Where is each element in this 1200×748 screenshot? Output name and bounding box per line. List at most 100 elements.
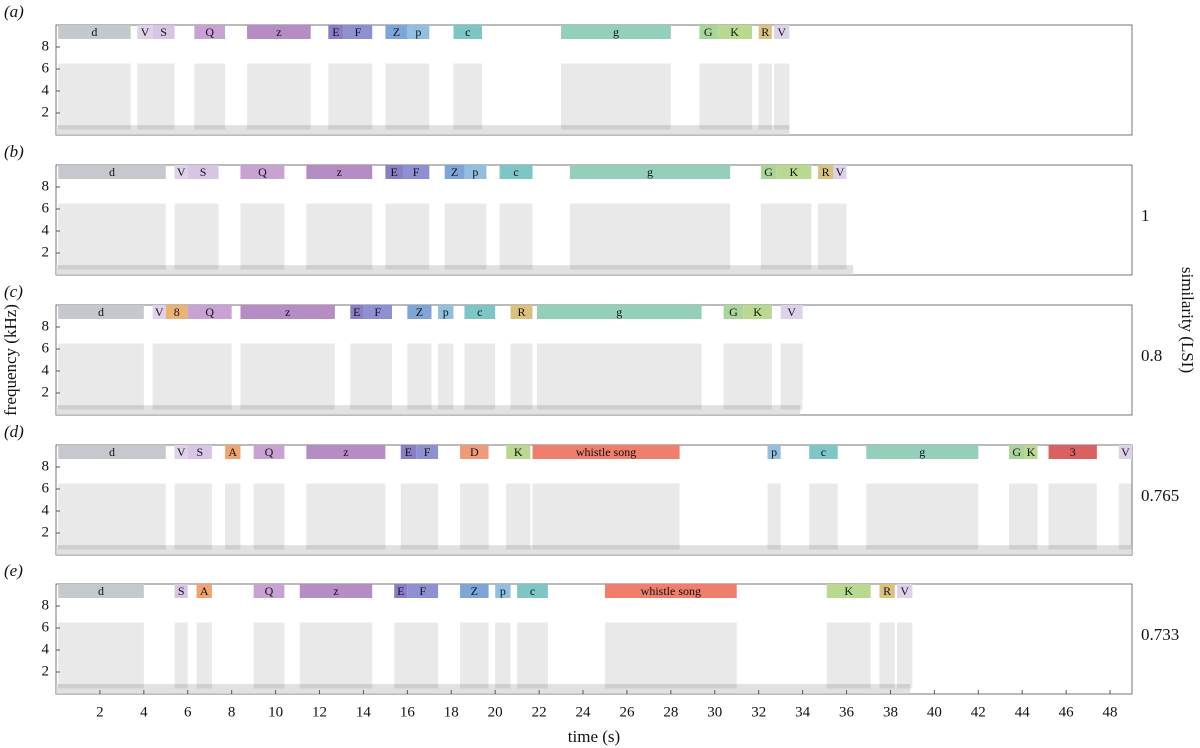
segment-bar [394, 584, 408, 598]
segment-bar [385, 165, 403, 179]
y-tick-label: 2 [42, 663, 50, 679]
segment-label: S [196, 445, 203, 459]
spectrogram-energy [196, 622, 212, 689]
spectrogram-energy [407, 63, 430, 130]
noise-floor [56, 265, 854, 275]
panel-label: (d) [4, 422, 24, 441]
segment-label: whistle song [576, 445, 636, 459]
segment-bar [460, 445, 489, 459]
segment-bar [499, 165, 533, 179]
spectrogram-energy [187, 203, 219, 270]
segment-label: F [419, 584, 426, 598]
x-tick-label: 36 [839, 704, 855, 720]
spectrogram-energy [58, 63, 131, 130]
spectrogram-energy [444, 203, 465, 270]
spectrogram-energy [716, 63, 753, 130]
segment-bar [495, 584, 511, 598]
y-tick-label: 6 [42, 200, 50, 216]
segment-bar [407, 305, 432, 319]
segment-label: G [729, 305, 738, 319]
panel-frame [55, 583, 1133, 695]
spectrogram-energy [453, 63, 483, 130]
segment-bar [780, 305, 803, 319]
segment-bar [517, 584, 548, 598]
segment-label: whistle song [641, 584, 701, 598]
segment-label: d [91, 25, 97, 39]
segment-bar [240, 305, 335, 319]
segment-bar [194, 25, 226, 39]
segment-bar [225, 445, 241, 459]
spectrogram-energy [760, 203, 777, 270]
spectrogram-energy [532, 483, 680, 550]
spectrogram-energy [253, 483, 285, 550]
segment-bar [879, 584, 895, 598]
spectrogram-energy [306, 203, 373, 270]
segment-bar [758, 25, 772, 39]
y-tick-label: 6 [42, 619, 50, 635]
x-tick-label: 38 [883, 704, 898, 720]
spectrogram-energy [604, 622, 737, 689]
x-tick-label: 26 [619, 704, 635, 720]
segment-label: K [789, 165, 798, 179]
segment-bar [385, 25, 408, 39]
segment-bar [776, 165, 812, 179]
segment-bar [58, 305, 144, 319]
panel-frame [55, 24, 1133, 136]
spectrogram-energy [187, 483, 212, 550]
similarity-axis-title: similarity (LSI) [1178, 267, 1197, 373]
segment-bar [174, 165, 188, 179]
spectrogram-energy [826, 622, 871, 689]
noise-floor [56, 545, 1132, 555]
spectrogram-energy [343, 63, 373, 130]
x-tick-label: 10 [268, 704, 283, 720]
segment-label: F [374, 305, 381, 319]
segment-label: Z [393, 25, 400, 39]
segment-label: g [616, 305, 622, 319]
x-tick-label: 30 [707, 704, 722, 720]
segment-label: 3 [1070, 445, 1076, 459]
spectrogram-energy [137, 63, 153, 130]
spectrogram-energy [299, 622, 373, 689]
spectrogram-energy [774, 63, 790, 130]
spectrogram-energy [776, 203, 812, 270]
segment-bar [165, 305, 188, 319]
x-tick-label: 4 [140, 704, 148, 720]
segment-bar [510, 305, 533, 319]
segment-bar [152, 25, 175, 39]
spectrogram-energy [253, 622, 285, 689]
segment-label: F [355, 25, 362, 39]
segment-label: A [200, 584, 209, 598]
spectrogram-energy [561, 63, 671, 130]
segment-bar [438, 305, 454, 319]
panel-label: (c) [4, 282, 23, 301]
spectrogram-energy [464, 343, 496, 410]
spectrogram-energy [407, 622, 439, 689]
y-tick-label: 6 [42, 60, 50, 76]
segment-label: K [730, 25, 739, 39]
segment-label: z [276, 25, 281, 39]
segment-label: c [477, 305, 482, 319]
spectrogram-energy [723, 343, 744, 410]
segment-label: F [424, 445, 431, 459]
segment-bar [58, 165, 166, 179]
segment-bar [407, 584, 439, 598]
segment-bar [416, 445, 439, 459]
x-tick-label: 48 [1103, 704, 1118, 720]
segment-bar [826, 584, 871, 598]
similarity-value: 0.733 [1141, 625, 1179, 644]
segment-bar [328, 25, 344, 39]
y-tick-label: 8 [42, 318, 50, 334]
spectrogram-energy [743, 343, 772, 410]
panel-frame [55, 304, 1133, 416]
segment-label: V [900, 584, 909, 598]
panel-label: (a) [4, 2, 24, 21]
y-tick-label: 8 [42, 597, 50, 613]
segment-label: z [333, 584, 338, 598]
segment-bar [866, 445, 979, 459]
spectrogram-energy [240, 203, 285, 270]
segment-label: V [787, 305, 796, 319]
spectrogram-energy [1118, 483, 1132, 550]
x-tick-label: 16 [400, 704, 416, 720]
spectrogram-energy [879, 622, 895, 689]
